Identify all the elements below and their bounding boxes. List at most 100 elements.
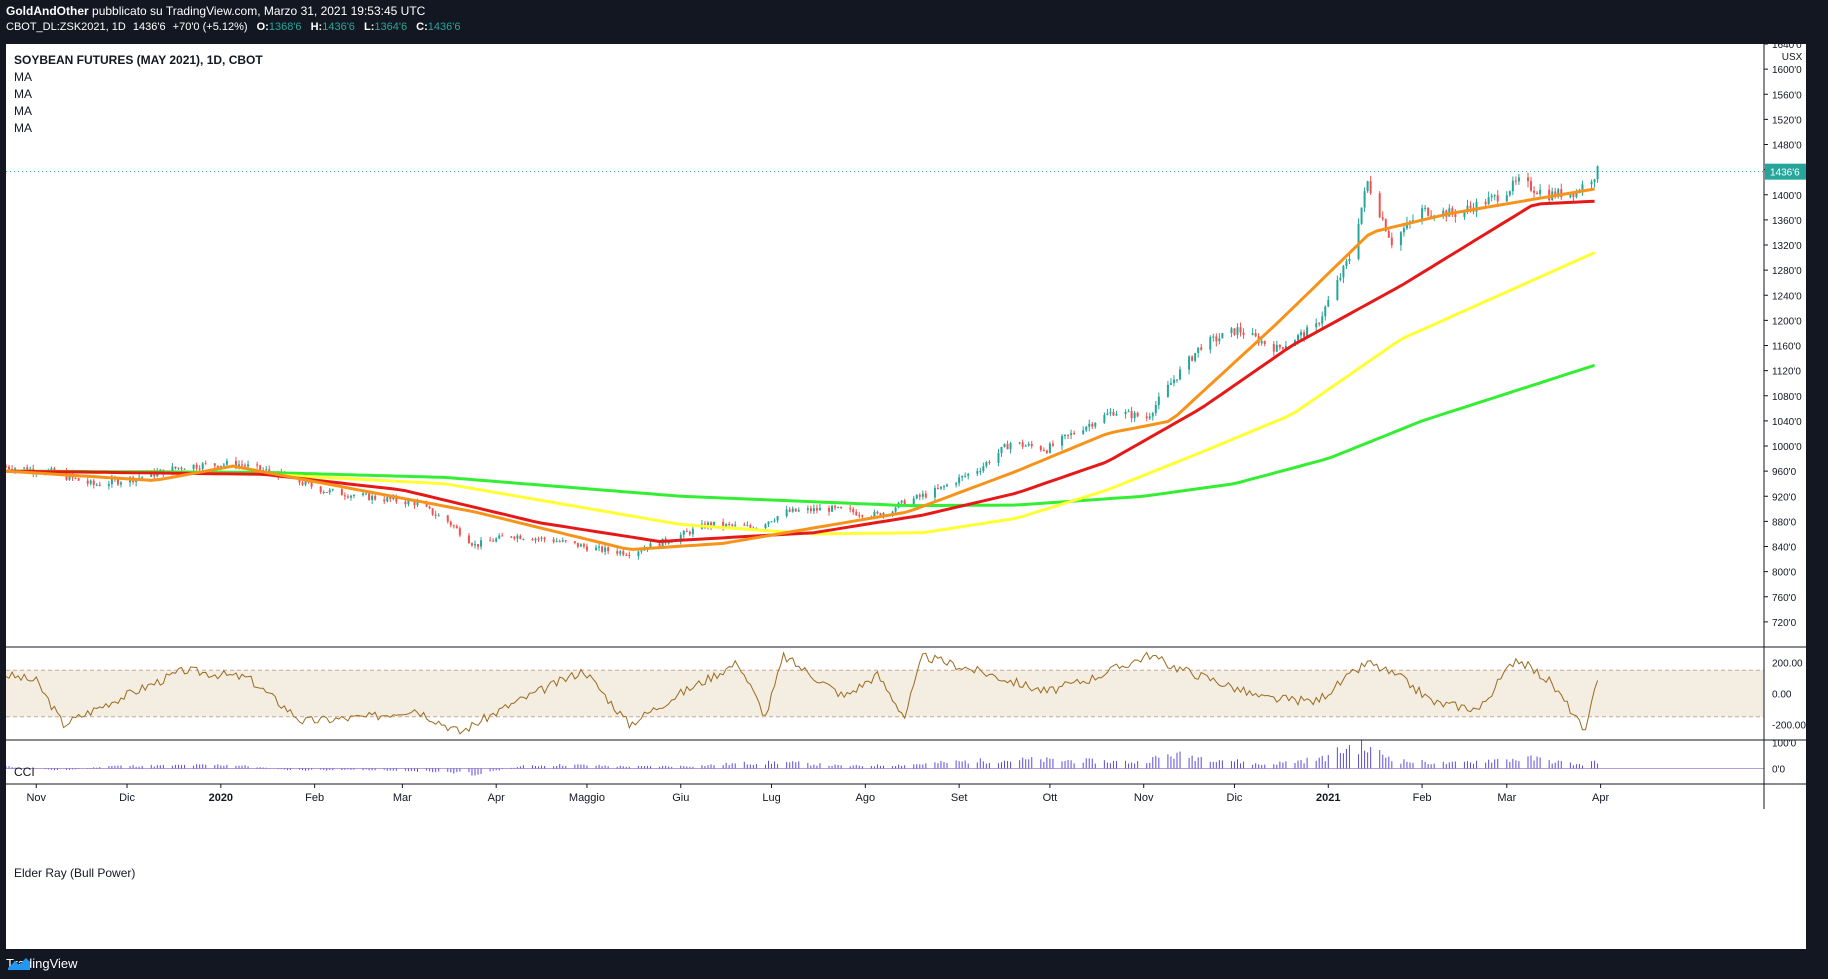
candle-body [1082, 430, 1085, 434]
candle-body [519, 535, 522, 540]
x-tick-label: Ott [1043, 792, 1058, 804]
candle-body [1284, 345, 1287, 349]
y-tick-label: 1400'0 [1772, 191, 1802, 202]
x-tick-label: Nov [26, 792, 46, 804]
candle-body [1130, 411, 1133, 419]
candle-body [183, 468, 186, 470]
x-tick-label: Lug [762, 792, 780, 804]
candle-body [201, 463, 204, 470]
candle-body [89, 480, 92, 484]
ma-line-orange [6, 187, 1595, 551]
candle-body [1402, 228, 1405, 233]
candle-body [1003, 444, 1006, 448]
candle-body [1505, 195, 1508, 202]
chart-canvas[interactable]: 1640'01600'01560'01520'01480'01440'01400… [6, 44, 1806, 949]
candle-body [1194, 352, 1197, 361]
x-tick-label: Feb [305, 792, 324, 804]
currency-label[interactable]: USX [1782, 52, 1803, 63]
candle-body [619, 551, 622, 554]
candle-body [1127, 411, 1130, 413]
candle-body [371, 495, 374, 501]
candle-body [177, 467, 180, 469]
x-tick-label: 2021 [1316, 792, 1340, 804]
candle-body [770, 521, 773, 523]
candle-body [543, 537, 546, 540]
candle-body [95, 484, 98, 486]
candle-body [625, 554, 628, 556]
candle-body [1366, 181, 1369, 192]
candle-body [204, 463, 207, 465]
candle-body [710, 522, 713, 527]
candle-body [510, 536, 513, 538]
candle-body [365, 493, 368, 495]
candle-body [474, 544, 477, 546]
candle-body [1399, 232, 1402, 246]
candle-body [1115, 414, 1118, 416]
candle-body [489, 540, 492, 542]
candle-body [1179, 369, 1182, 380]
candle-body [997, 453, 1000, 463]
candle-body [180, 467, 183, 469]
candle-body [979, 471, 982, 473]
candle-body [534, 538, 537, 541]
candle-body [918, 494, 921, 497]
candle-body [1306, 327, 1309, 338]
candle-body [1051, 443, 1054, 446]
candle-body [1151, 413, 1154, 417]
price-change: +70'0 (+5.12%) [172, 21, 248, 33]
candle-body [1157, 396, 1160, 405]
candle-body [1175, 379, 1178, 381]
candle-body [413, 501, 416, 506]
candle-body [936, 487, 939, 489]
candle-body [1209, 337, 1212, 350]
candle-body [256, 464, 259, 466]
candle-body [265, 469, 268, 471]
candle-body [961, 475, 964, 478]
candle-body [1064, 434, 1067, 437]
candle-body [498, 535, 501, 539]
candle-body [958, 477, 961, 484]
candle-body [955, 483, 958, 485]
candle-body [604, 547, 607, 552]
cci-tick-label: 200.00 [1772, 659, 1803, 670]
x-tick-label: Dic [119, 792, 135, 804]
y-tick-label: 1160'0 [1772, 342, 1801, 353]
candle-body [1112, 411, 1115, 416]
candle-body [1593, 179, 1596, 182]
candle-body [331, 489, 334, 491]
candle-body [1124, 411, 1127, 415]
candle-body [985, 462, 988, 467]
candle-body [1230, 328, 1233, 334]
x-tick-label: Maggio [569, 792, 605, 804]
author-name[interactable]: GoldAndOther [6, 4, 89, 18]
candle-body [924, 493, 927, 498]
candle-body [1348, 258, 1351, 262]
candle-body [1381, 217, 1384, 220]
candle-body [1514, 180, 1517, 182]
candle-body [691, 528, 694, 535]
candle-body [1009, 443, 1012, 450]
candle-body [1239, 327, 1242, 333]
candle-body [943, 486, 946, 488]
candle-body [1103, 414, 1106, 423]
candle-body [1303, 332, 1306, 338]
candle-body [806, 508, 809, 511]
candle-body [1073, 433, 1076, 435]
y-tick-label: 1320'0 [1772, 241, 1802, 252]
chart-frame[interactable]: 1640'01600'01560'01520'01480'01440'01400… [6, 44, 1806, 949]
candle-body [903, 500, 906, 506]
candle-body [637, 551, 640, 557]
candle-body [788, 509, 791, 512]
bull-power-pane [6, 740, 1764, 776]
candle-body [1136, 412, 1139, 417]
candle-body [837, 507, 840, 509]
candle-body [68, 474, 71, 480]
candle-body [1451, 208, 1454, 214]
y-tick-label: 1040'0 [1772, 417, 1802, 428]
candle-body [352, 495, 355, 497]
last-price-tag-label: 1436'6 [1770, 168, 1800, 179]
ma-line-red [6, 199, 1595, 543]
cci-tick-label: -200.00 [1772, 721, 1806, 732]
candle-body [921, 493, 924, 497]
candle-body [1218, 338, 1221, 342]
